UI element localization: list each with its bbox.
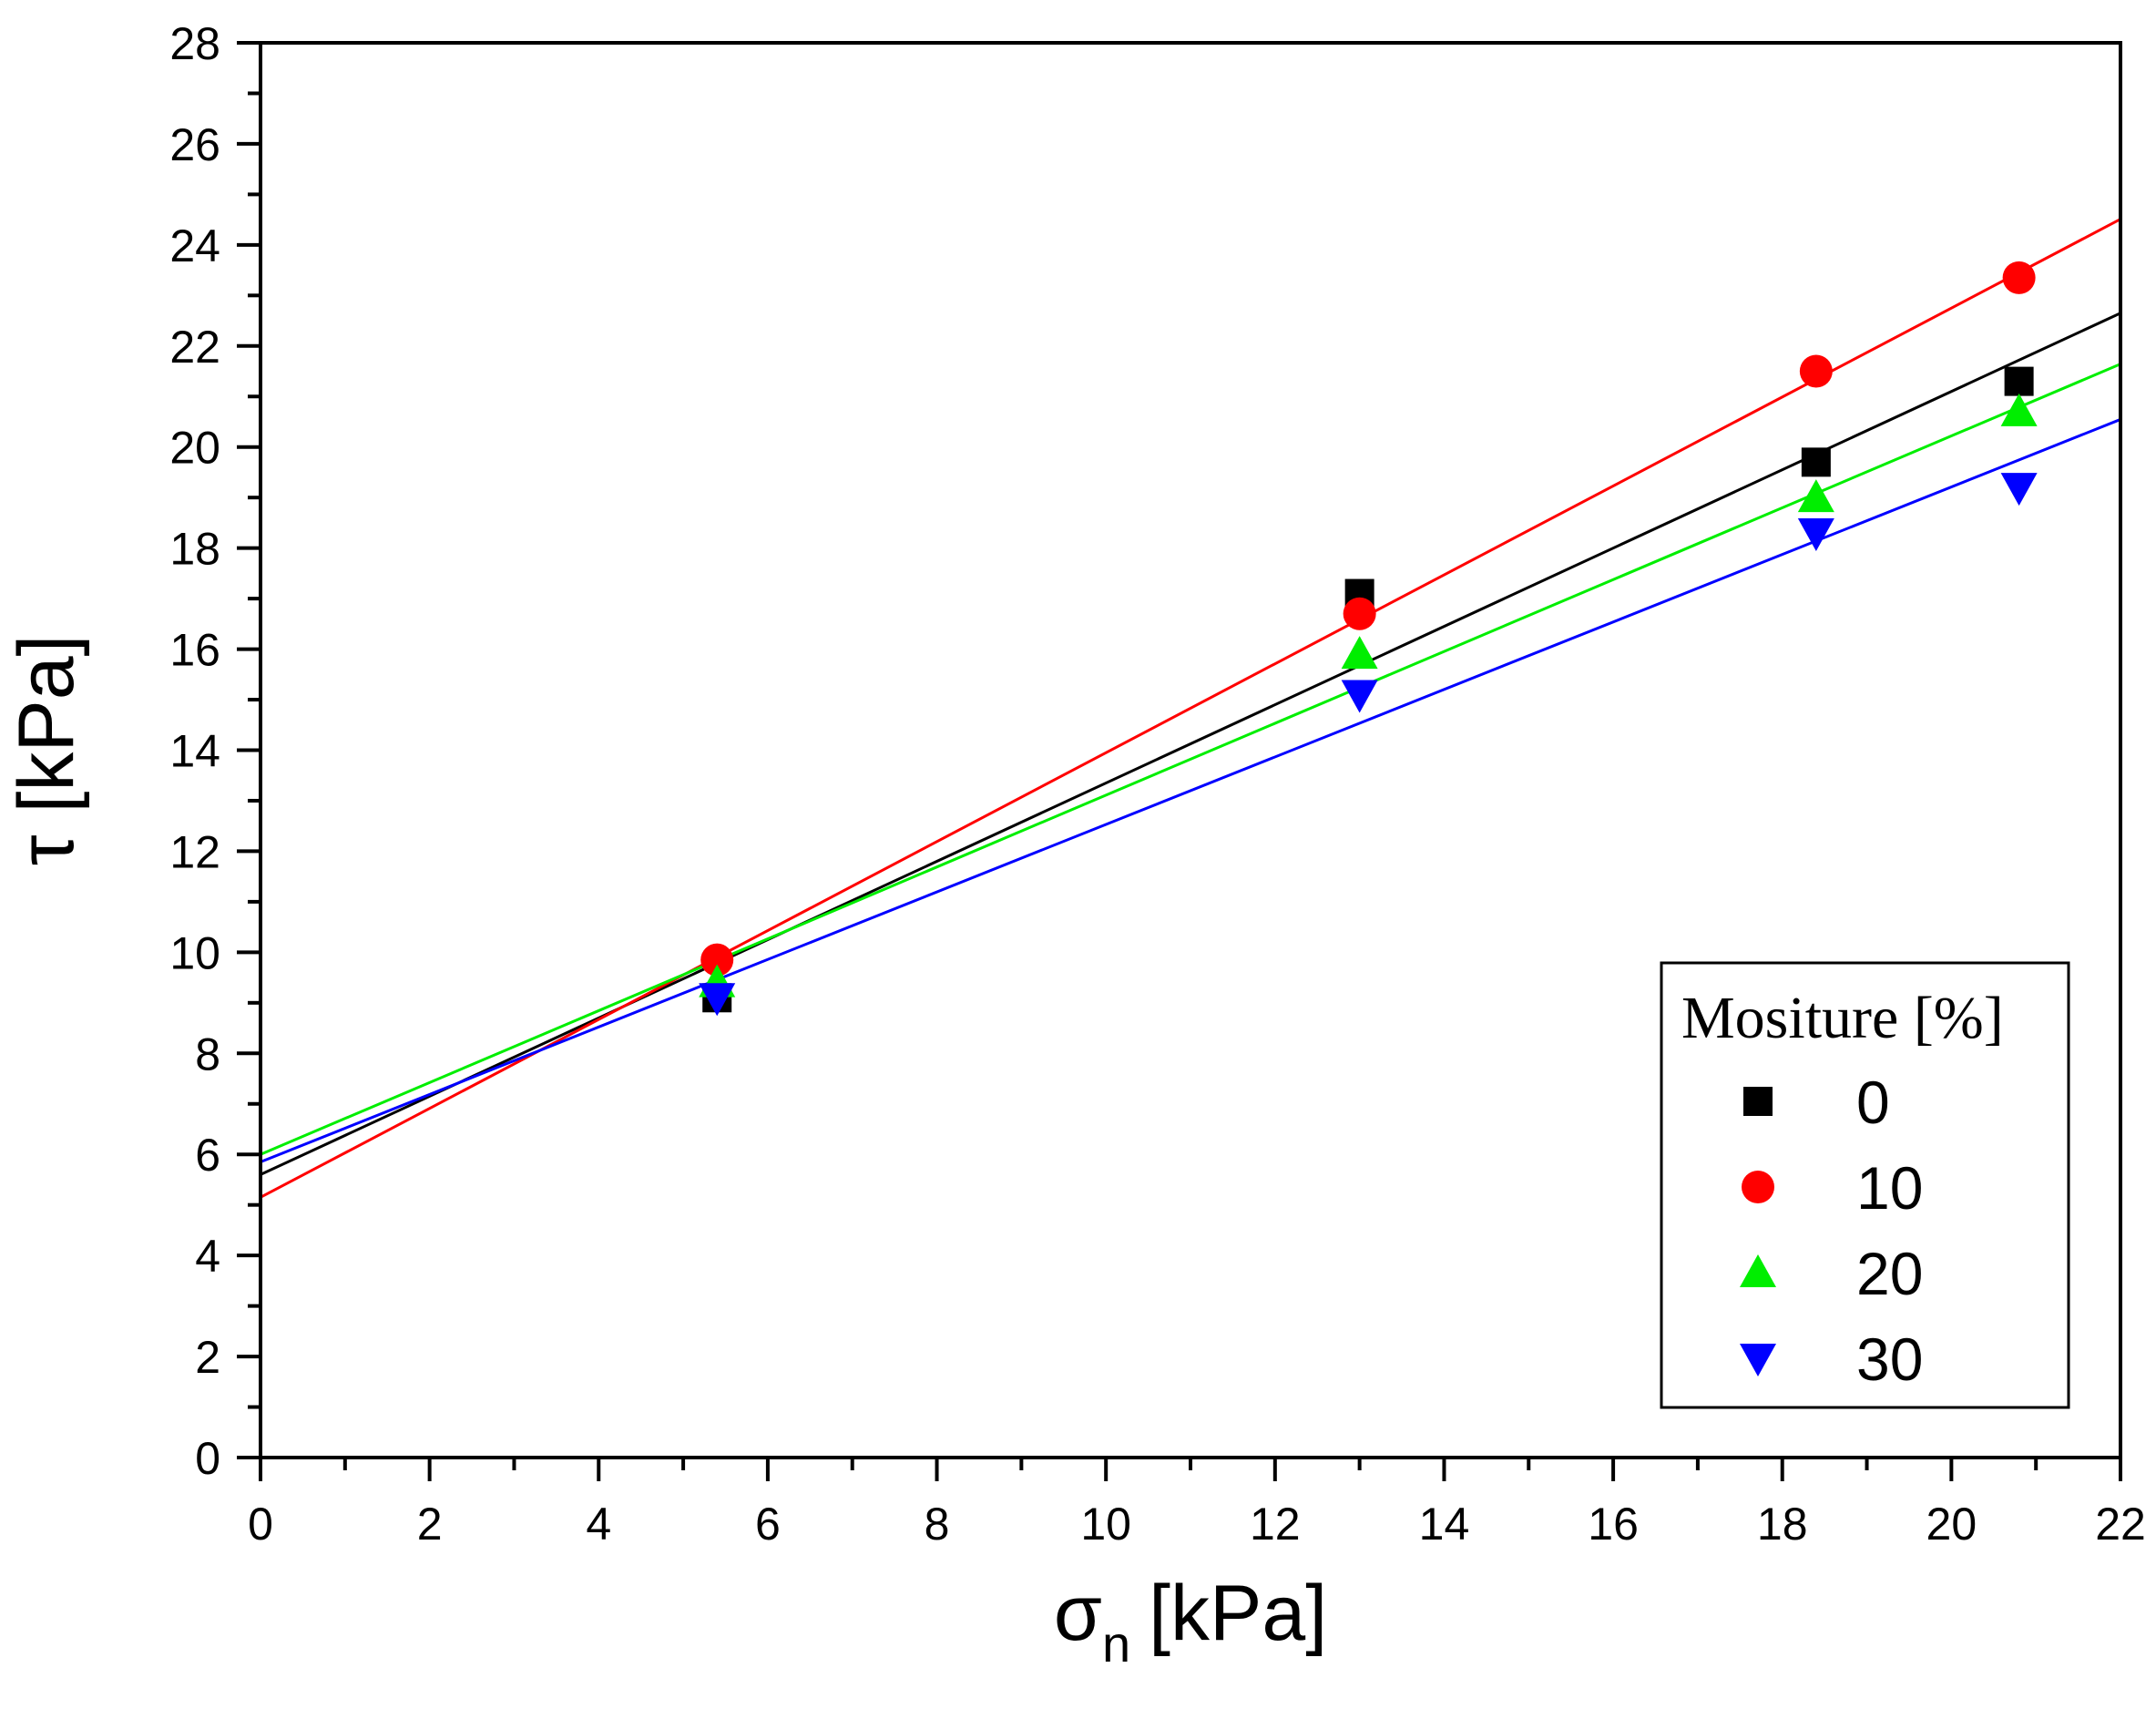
y-tick-label: 18 xyxy=(169,524,220,575)
legend-items: 0 10 20 30 xyxy=(1740,1069,1923,1393)
x-tick-label: 4 xyxy=(586,1499,611,1550)
y-tick-label: 4 xyxy=(195,1231,220,1282)
legend-title: Mositure [%] xyxy=(1681,985,2004,1051)
y-tick-label: 26 xyxy=(169,119,220,170)
y-axis-ticks xyxy=(237,41,261,1459)
data-markers xyxy=(699,261,2038,1017)
x-tick-label: 8 xyxy=(925,1499,950,1550)
legend-marker-10 xyxy=(1742,1171,1774,1203)
legend: Mositure [%] 0 10 20 30 xyxy=(1660,961,2070,1409)
x-tick-label: 12 xyxy=(1250,1499,1301,1550)
y-tick-label: 24 xyxy=(169,220,220,271)
x-tick-label: 0 xyxy=(248,1499,273,1550)
data-point-10 xyxy=(2002,261,2036,294)
data-point-10 xyxy=(1799,354,1833,388)
legend-label-20: 20 xyxy=(1856,1240,1923,1307)
legend-box xyxy=(1660,961,2070,1409)
x-axis-ticks xyxy=(259,1458,2122,1481)
x-axis-subscript: n xyxy=(1102,1615,1130,1673)
x-axis-tick-labels: 0 2 4 6 8 10 12 14 16 18 20 22 xyxy=(248,1499,2146,1550)
x-tick-label: 10 xyxy=(1080,1499,1131,1550)
data-point-10 xyxy=(1343,597,1376,630)
legend-marker-0 xyxy=(1743,1087,1773,1116)
x-tick-label: 20 xyxy=(1926,1499,1977,1550)
data-point-30 xyxy=(1797,518,1834,552)
x-tick-label: 18 xyxy=(1757,1499,1808,1550)
fit-line-30 xyxy=(260,418,2121,1163)
data-point-0 xyxy=(1801,447,1831,477)
data-point-0 xyxy=(2004,366,2034,396)
data-point-10 xyxy=(700,943,734,977)
y-tick-label: 20 xyxy=(169,423,220,474)
x-tick-label: 16 xyxy=(1588,1499,1639,1550)
y-tick-label: 6 xyxy=(195,1130,220,1181)
y-tick-label: 16 xyxy=(169,625,220,676)
data-point-20 xyxy=(2000,393,2038,426)
y-tick-label: 14 xyxy=(169,726,220,777)
y-axis-title: τ [kPa] xyxy=(3,635,90,866)
x-axis-unit: [kPa] xyxy=(1149,1570,1327,1657)
data-point-30 xyxy=(1341,680,1378,713)
data-point-30 xyxy=(2000,473,2038,506)
y-tick-label: 2 xyxy=(195,1332,220,1383)
legend-label-10: 10 xyxy=(1856,1154,1923,1222)
x-tick-label: 22 xyxy=(2095,1499,2146,1550)
x-axis-title: σn [kPa] xyxy=(1054,1570,1327,1673)
x-tick-label: 14 xyxy=(1419,1499,1470,1550)
legend-label-0: 0 xyxy=(1856,1069,1890,1136)
y-tick-label: 28 xyxy=(169,18,220,69)
legend-label-30: 30 xyxy=(1856,1325,1923,1393)
data-point-30 xyxy=(699,983,736,1017)
data-point-20 xyxy=(1797,479,1834,513)
y-tick-label: 12 xyxy=(169,826,220,877)
data-point-20 xyxy=(1341,636,1378,670)
y-tick-label: 10 xyxy=(169,927,220,978)
x-axis-symbol: σ xyxy=(1054,1570,1102,1657)
y-tick-label: 8 xyxy=(195,1028,220,1079)
y-tick-label: 22 xyxy=(169,322,220,373)
legend-marker-30 xyxy=(1740,1344,1776,1376)
x-tick-label: 2 xyxy=(417,1499,443,1550)
legend-marker-20 xyxy=(1740,1254,1776,1287)
y-tick-label: 0 xyxy=(195,1433,220,1484)
x-tick-label: 6 xyxy=(755,1499,781,1550)
